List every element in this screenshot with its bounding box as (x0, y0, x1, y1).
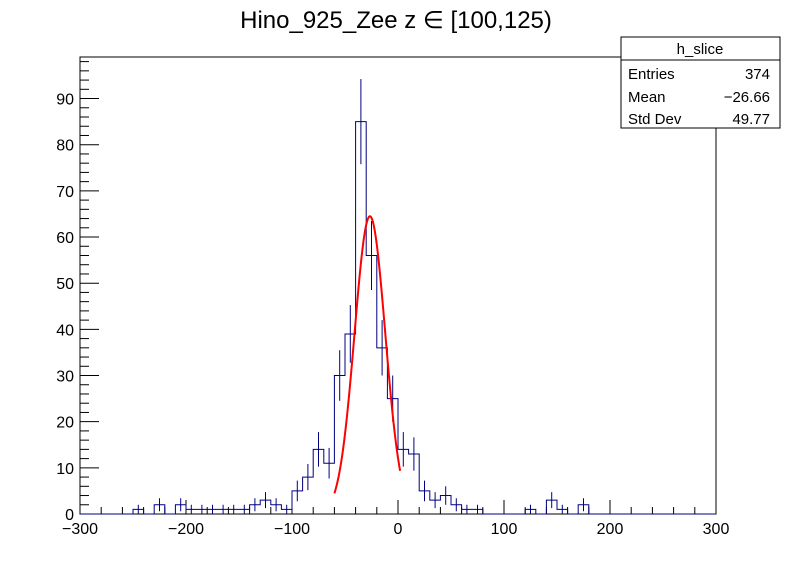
x-tick-label: −100 (274, 521, 310, 538)
histogram-step-line (80, 121, 716, 515)
gaussian-fit-curve (333, 215, 402, 494)
y-tick-label: 10 (56, 461, 74, 478)
y-tick-label: 60 (56, 230, 74, 247)
y-tick-label: 20 (56, 415, 74, 432)
stats-mean-value: −26.66 (724, 89, 770, 106)
y-tick-label: 70 (56, 184, 74, 201)
stats-stddev-label: Std Dev (628, 111, 682, 128)
y-tick-label: 0 (65, 507, 74, 524)
stats-mean-label: Mean (628, 89, 666, 106)
x-tick-label: 200 (597, 521, 624, 538)
stats-stddev-value: 49.77 (732, 111, 770, 128)
y-axis: 0 10 20 30 40 50 60 70 80 90 (56, 61, 99, 524)
stats-entries-label: Entries (628, 66, 675, 83)
y-tick-label: 90 (56, 92, 74, 109)
x-tick-label: 0 (394, 521, 403, 538)
stats-box-frame (620, 36, 781, 129)
x-tick-label: −300 (62, 521, 98, 538)
stats-entries-value: 374 (745, 66, 770, 83)
stats-box-name: h_slice (677, 41, 724, 58)
x-tick-label: −200 (168, 521, 204, 538)
x-tick-label: 100 (491, 521, 518, 538)
y-tick-label: 30 (56, 369, 74, 386)
y-tick-label: 80 (56, 138, 74, 155)
y-tick-label: 50 (56, 276, 74, 293)
x-axis: −300 −200 −100 0 100 200 300 (62, 500, 729, 538)
stats-box: h_slice Entries 374 Mean −26.66 Std Dev … (620, 36, 781, 129)
x-tick-label: 300 (703, 521, 730, 538)
y-tick-label: 40 (56, 322, 74, 339)
chart-title: Hino_925_Zee z ∈ [100,125) (240, 7, 552, 34)
